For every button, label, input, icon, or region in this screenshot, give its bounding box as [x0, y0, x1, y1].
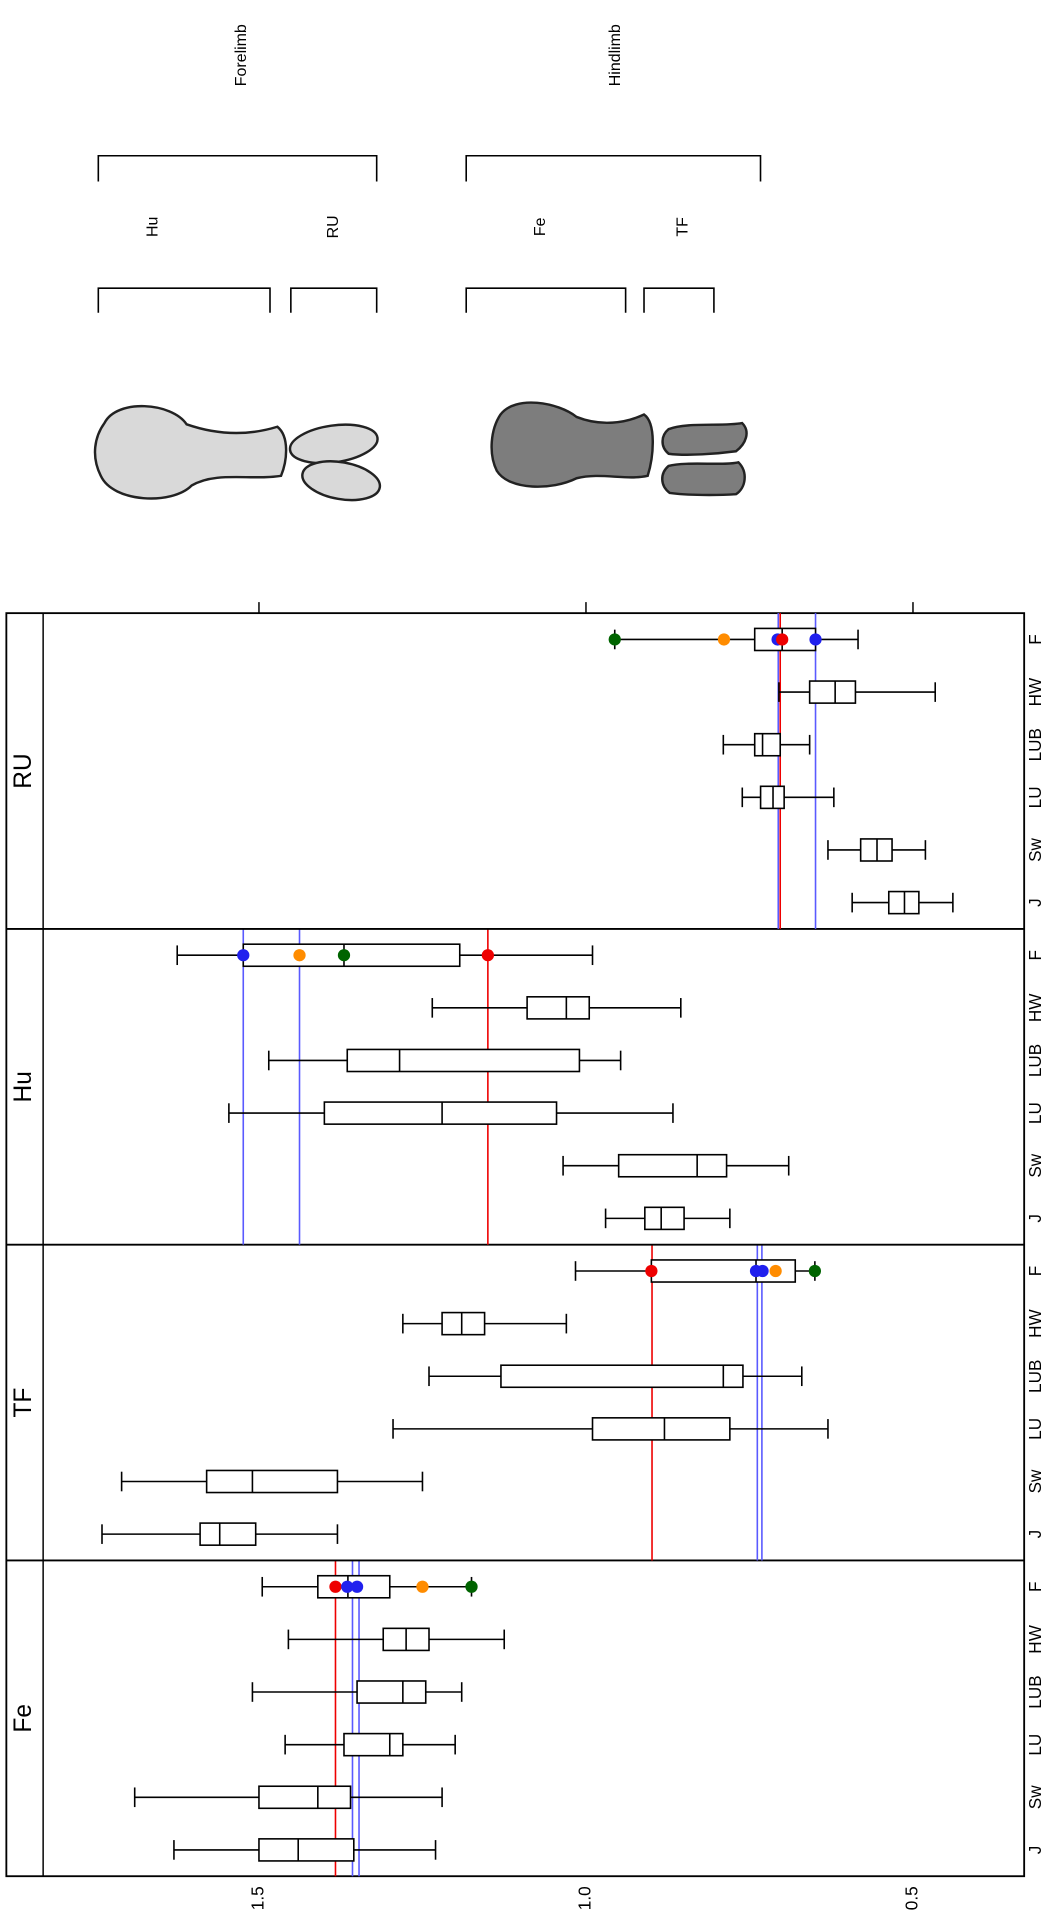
- humerus: [95, 406, 286, 498]
- y-tick-label: 1.0: [575, 1886, 595, 1910]
- panel-title: TF: [10, 1388, 37, 1418]
- x-tick-label: Sw: [1025, 1469, 1044, 1493]
- x-tick-label: J: [1025, 1214, 1044, 1223]
- specimen-point: [329, 1581, 341, 1593]
- specimen-point: [416, 1581, 428, 1593]
- specimen-point: [770, 1265, 782, 1277]
- x-tick-label: HW: [1025, 1624, 1044, 1653]
- box: [810, 681, 856, 703]
- box: [259, 1786, 351, 1808]
- box: [645, 1207, 684, 1229]
- box: [593, 1418, 730, 1440]
- box: [527, 997, 589, 1019]
- box: [344, 1734, 403, 1756]
- x-tick-label: HW: [1025, 993, 1044, 1022]
- x-tick-label: LUB: [1025, 1360, 1044, 1393]
- box: [501, 1365, 743, 1387]
- specimen-point: [809, 633, 821, 645]
- bone-label: TF: [674, 217, 691, 237]
- box: [243, 944, 459, 966]
- x-tick-label: F: [1025, 634, 1044, 644]
- box: [619, 1155, 727, 1177]
- femur: [492, 403, 653, 487]
- panel-title: Fe: [10, 1704, 37, 1733]
- x-tick-label: LUB: [1025, 728, 1044, 761]
- specimen-point: [465, 1581, 477, 1593]
- figure: Forelimb Hindlimb Hu RU Fe TF 1.5 1.0 0.5 F…: [0, 0, 1044, 1913]
- y-tick-label: 1.5: [247, 1886, 267, 1910]
- x-tick-label: J: [1025, 898, 1044, 907]
- tibia: [663, 423, 747, 455]
- panel-title: RU: [10, 753, 37, 788]
- specimen-point: [645, 1265, 657, 1277]
- bracket: [466, 288, 625, 313]
- bracket: [466, 156, 760, 182]
- specimen-point: [609, 633, 621, 645]
- x-tick-label: HW: [1025, 1309, 1044, 1338]
- box: [207, 1470, 338, 1492]
- specimen-point: [482, 949, 494, 961]
- bracket: [98, 156, 376, 182]
- group-label: Hindlimb: [607, 24, 624, 86]
- group-label: Forelimb: [233, 24, 250, 86]
- x-tick-label: LU: [1025, 1418, 1044, 1440]
- box: [324, 1102, 556, 1124]
- bone-label: RU: [325, 215, 342, 238]
- x-tick-label: HW: [1025, 677, 1044, 706]
- y-tick-label: 0.5: [902, 1886, 922, 1910]
- x-tick-label: F: [1025, 1582, 1044, 1592]
- specimen-point: [293, 949, 305, 961]
- x-tick-label: J: [1025, 1530, 1044, 1539]
- x-tick-label: Sw: [1025, 837, 1044, 861]
- x-tick-label: LU: [1025, 786, 1044, 808]
- specimen-point: [776, 633, 788, 645]
- box: [200, 1523, 256, 1545]
- panel-title: Hu: [10, 1071, 37, 1102]
- specimen-point: [351, 1581, 363, 1593]
- bracket: [644, 288, 714, 313]
- specimen-point: [756, 1265, 768, 1277]
- box: [347, 1049, 579, 1071]
- ulna: [299, 456, 383, 506]
- specimen-point: [718, 633, 730, 645]
- x-tick-label: LUB: [1025, 1044, 1044, 1077]
- box: [357, 1681, 426, 1703]
- x-tick-label: LUB: [1025, 1675, 1044, 1708]
- x-tick-label: F: [1025, 1266, 1044, 1276]
- x-tick-label: F: [1025, 950, 1044, 960]
- fibula: [662, 462, 744, 495]
- box: [259, 1839, 354, 1861]
- plot: 1.5 1.0 0.5 Fe J Sw LU LUB HW F TF J Sw LU LUB HW F Hu J Sw…: [6, 602, 1044, 1910]
- x-tick-label: Sw: [1025, 1153, 1044, 1177]
- bracket: [291, 288, 377, 313]
- specimen-point: [809, 1265, 821, 1277]
- x-tick-label: J: [1025, 1846, 1044, 1855]
- box: [755, 734, 781, 756]
- specimen-point: [237, 949, 249, 961]
- bracket: [98, 288, 270, 313]
- specimen-point: [338, 949, 350, 961]
- bone-label: Fe: [532, 217, 549, 236]
- x-tick-label: LU: [1025, 1102, 1044, 1124]
- limb-diagram: Forelimb Hindlimb Hu RU Fe TF: [95, 24, 761, 506]
- x-tick-label: Sw: [1025, 1785, 1044, 1809]
- bone-label: Hu: [145, 217, 162, 237]
- page: {"diagram": {"groups": [ {"label": "Fore…: [0, 0, 1044, 1913]
- box: [442, 1313, 485, 1335]
- x-tick-label: LU: [1025, 1734, 1044, 1756]
